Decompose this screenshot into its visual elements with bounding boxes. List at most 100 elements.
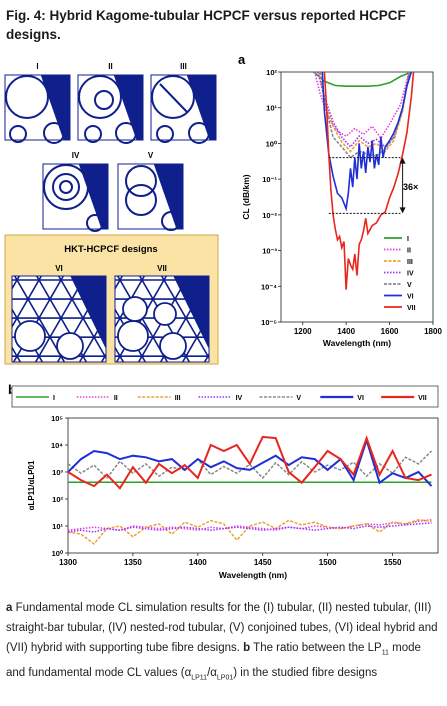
legend-b: I II III IV V VI VII [11, 385, 439, 408]
legend-label-i: I [407, 236, 409, 243]
x-tick-label: 1600 [381, 327, 399, 336]
y-tick-label: 10² [266, 68, 277, 77]
plot-frame [67, 417, 439, 554]
capillary-tube [117, 320, 149, 352]
hkt-design-vii: VII [114, 264, 296, 375]
series-line-vii [68, 435, 432, 490]
kagome-triangle [184, 335, 209, 358]
kagome-triangle [81, 335, 106, 358]
y-tick-label: 10² [52, 495, 63, 504]
kagome-triangle [241, 356, 263, 375]
panel-a-label: a [238, 52, 246, 67]
cladding-wedge [70, 276, 106, 350]
design-v: V [117, 151, 184, 231]
legend-label-vii: VII [407, 305, 416, 312]
y-tick-label: 10⁻⁴ [261, 282, 277, 291]
series-line-vi [321, 72, 413, 212]
x-tick-label: 1400 [337, 327, 355, 336]
kagome-triangle [37, 335, 63, 358]
capillary-tube [115, 122, 137, 144]
kagome-triangle [59, 276, 85, 281]
kagome-triangle [118, 276, 144, 281]
caption-a-label: a [6, 602, 13, 614]
kagome-triangle [140, 276, 166, 281]
capillary-tube [188, 122, 210, 144]
y-tick-label: 10⁻⁵ [261, 318, 277, 327]
x-tick-label: 1200 [294, 327, 312, 336]
x-tick-label: 1350 [124, 558, 142, 567]
supporting-tube [122, 296, 148, 322]
hkt-design-vi: VI [11, 264, 107, 363]
capillary-tube [9, 125, 27, 143]
capillary-tube [59, 180, 73, 194]
design-label: III [180, 62, 187, 71]
capillary-tube [125, 165, 157, 197]
x-tick-label: 1450 [254, 558, 272, 567]
design-label: V [148, 151, 154, 160]
legend-label-v: V [296, 395, 301, 402]
kagome-triangle [219, 280, 241, 299]
series-line-vii [323, 72, 415, 290]
hkt-box-title: HKT-HCPCF designs [64, 244, 157, 255]
kagome-triangle [263, 356, 285, 375]
kagome-triangle [241, 280, 263, 299]
straight-bar [159, 83, 188, 113]
caption-b-sub-1: 11 [381, 649, 389, 657]
capillary-tube [86, 214, 104, 232]
x-tick-label: 1550 [384, 558, 402, 567]
y-tick-label: 10⁻² [262, 211, 277, 220]
cladding-wedge [173, 276, 209, 350]
figure-caption: a Fundamental mode CL simulation results… [6, 598, 442, 689]
legend-label-iv: IV [236, 395, 243, 402]
y-tick-label: 10³ [52, 468, 63, 477]
capillary-tube [43, 122, 65, 144]
legend-label-vi: VI [357, 395, 364, 402]
y-tick-label: 10⁻³ [262, 247, 277, 256]
x-tick-label: 1800 [424, 327, 442, 336]
kagome-triangle [37, 276, 63, 281]
capillary-tube [78, 75, 122, 119]
legend-label-ii: II [407, 248, 411, 255]
y-tick-label: 10¹ [266, 104, 277, 113]
x-tick-label: 1400 [189, 558, 207, 567]
capillary-tube [151, 75, 195, 119]
design-label: IV [72, 151, 80, 160]
kagome-triangle [12, 278, 30, 300]
hkt-design-schematics: VI VII [11, 264, 296, 375]
y-tick-label: 10⁴ [51, 441, 63, 450]
caption-b-text-4: ) in the studied fibre designs [233, 667, 378, 680]
y-tick-label: 10⁵ [51, 414, 63, 423]
kagome-triangle [59, 297, 85, 319]
design-iii: III [150, 62, 217, 144]
kagome-triangle [162, 276, 188, 281]
ratio-annotation: 36× [403, 182, 418, 192]
ratio-arrowhead-up [399, 157, 406, 164]
series-lines [68, 435, 433, 545]
kagome-triangle [274, 337, 296, 356]
series-line-iv [317, 72, 410, 149]
capillary-tube [125, 184, 157, 216]
kagome-triangle [26, 278, 52, 300]
series-line-ii [68, 519, 432, 531]
kagome-triangle [48, 278, 74, 300]
x-axis-label: Wavelength (nm) [219, 570, 287, 580]
capillary-tube [43, 164, 89, 210]
kagome-triangle [70, 316, 96, 338]
y-axis-label: αLP11/αLP01 [27, 460, 36, 510]
design-i: I [4, 62, 71, 144]
kagome-triangle [140, 335, 166, 358]
series-line-v [68, 450, 433, 480]
kagome-triangle [230, 337, 252, 356]
plot-frame [280, 71, 434, 323]
capillary-tube [84, 125, 102, 143]
legend-label-ii: II [114, 395, 118, 402]
capillary-tube [161, 211, 181, 231]
kagome-triangle [37, 297, 63, 319]
series-line-iii [318, 72, 410, 153]
kagome-lattice [12, 276, 106, 362]
legend-label-i: I [53, 395, 55, 402]
capillary-tube [56, 332, 84, 360]
